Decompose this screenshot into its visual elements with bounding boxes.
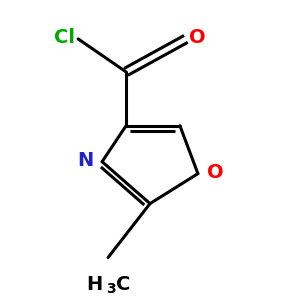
Text: H: H: [86, 275, 102, 294]
Text: C: C: [116, 275, 131, 294]
Text: O: O: [207, 163, 224, 182]
Text: Cl: Cl: [54, 28, 75, 47]
Text: O: O: [189, 28, 206, 47]
Text: N: N: [77, 151, 93, 170]
Text: 3: 3: [106, 282, 116, 296]
